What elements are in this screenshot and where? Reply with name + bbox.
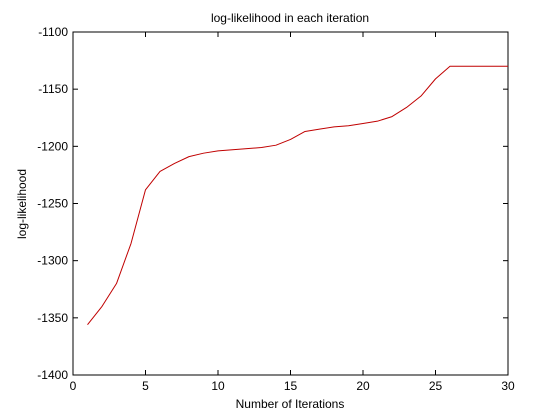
y-tick-label: -1250 [37, 197, 68, 211]
x-tick-label: 10 [211, 379, 225, 393]
y-tick-label: -1300 [37, 254, 68, 268]
y-axis-label: log-likelihood [15, 169, 29, 239]
y-tick-label: -1200 [37, 139, 68, 153]
y-axis: -1400 -1350 -1300 -1250 -1200 -1150 -1100 [37, 25, 508, 382]
x-axis: 0 5 10 15 20 25 30 [70, 32, 515, 393]
x-tick-label: 30 [501, 379, 515, 393]
x-tick-label: 15 [284, 379, 298, 393]
x-tick-label: 20 [356, 379, 370, 393]
series-line-0 [87, 65, 508, 326]
x-tick-label: 0 [70, 379, 77, 393]
y-tick-label: -1400 [37, 368, 68, 382]
chart-title: log-likelihood in each iteration [211, 11, 369, 25]
y-tick-label: -1150 [38, 82, 68, 96]
x-tick-label: 5 [142, 379, 149, 393]
series-layer [87, 65, 508, 326]
x-tick-label: 25 [429, 379, 443, 393]
plot-area [72, 31, 509, 376]
x-axis-label: Number of Iterations [236, 397, 345, 411]
y-tick-label: -1100 [38, 25, 68, 39]
y-tick-label: -1350 [37, 311, 68, 325]
